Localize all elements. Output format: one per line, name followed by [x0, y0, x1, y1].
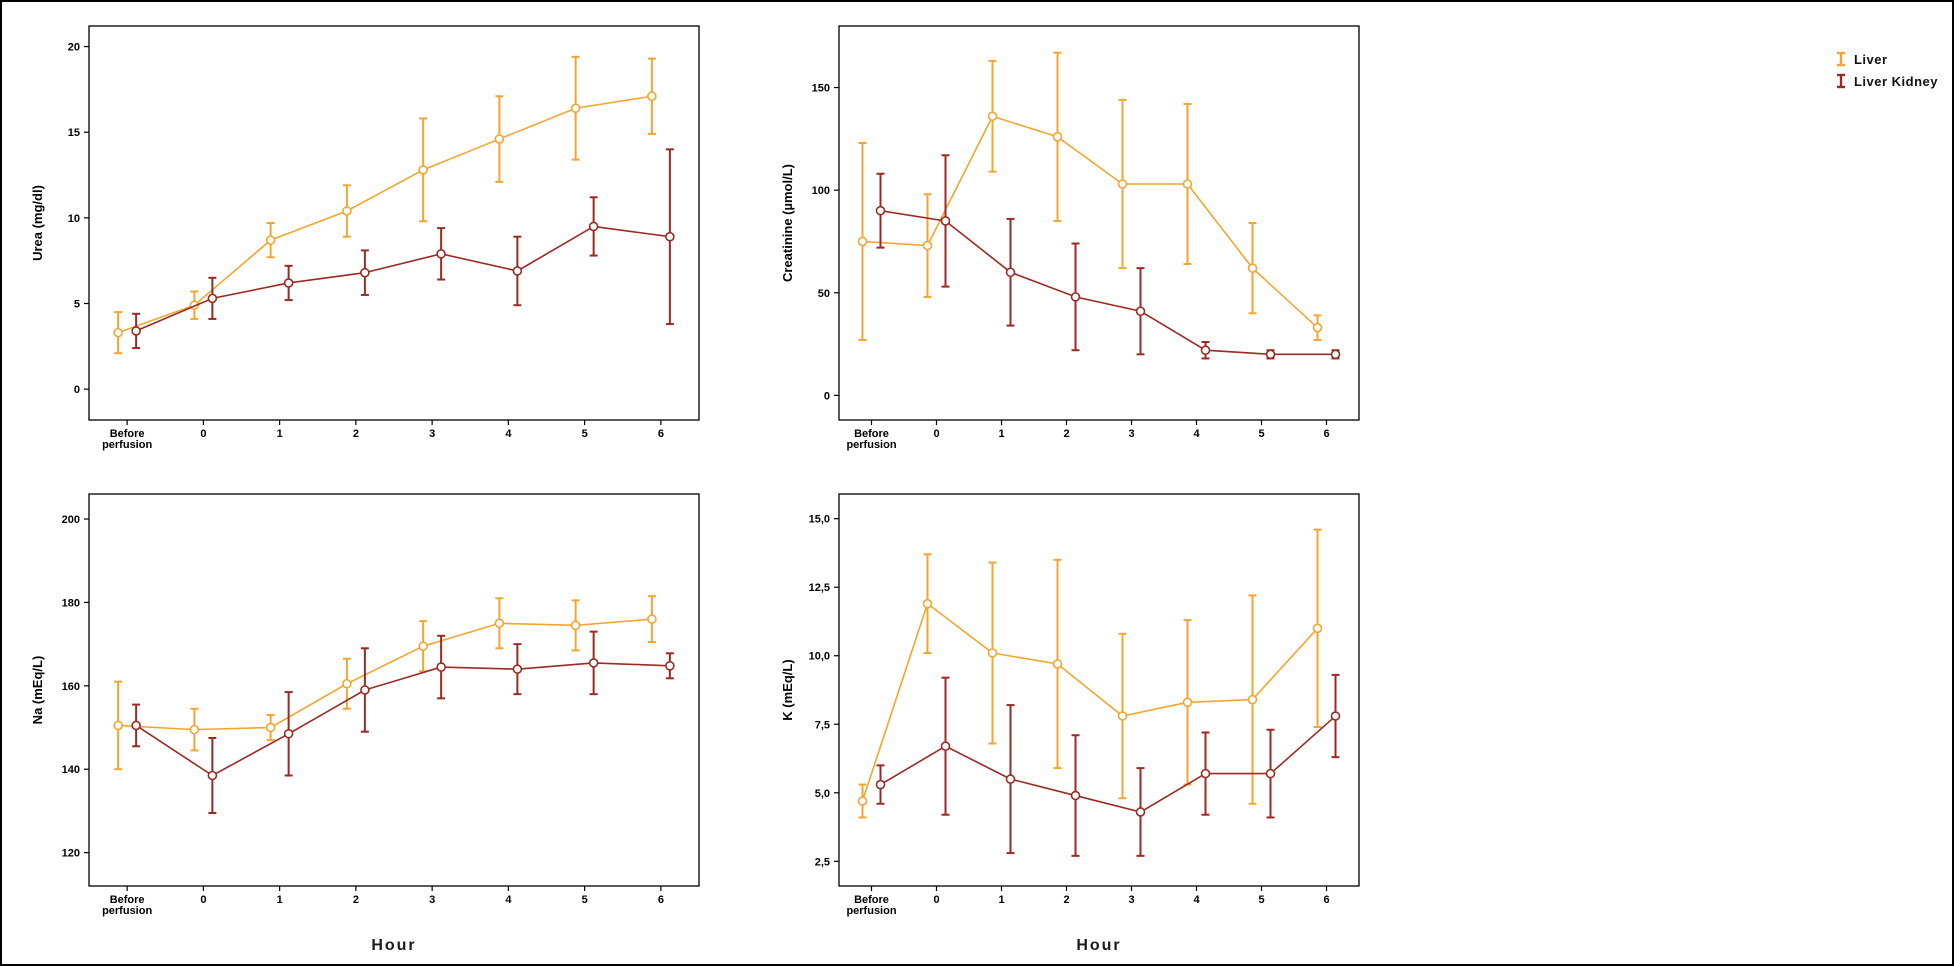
svg-text:0: 0 — [200, 894, 206, 906]
svg-text:180: 180 — [62, 597, 80, 609]
svg-text:3: 3 — [1128, 894, 1134, 906]
svg-text:10,0: 10,0 — [809, 651, 830, 663]
svg-text:2: 2 — [353, 428, 359, 440]
svg-text:0: 0 — [824, 390, 830, 402]
svg-text:K (mEq/L): K (mEq/L) — [780, 659, 795, 720]
svg-text:5,0: 5,0 — [815, 788, 830, 800]
svg-text:15,0: 15,0 — [809, 514, 830, 526]
chart-creatinine: 0 50 100 150 Before perfusion 0 1 2 3 4 5 6 Creatinin… — [777, 10, 1377, 477]
svg-text:7,5: 7,5 — [815, 719, 830, 731]
svg-text:Na (mEq/L): Na (mEq/L) — [30, 656, 45, 725]
svg-text:5: 5 — [1258, 894, 1264, 906]
svg-text:6: 6 — [658, 894, 664, 906]
svg-text:4: 4 — [1193, 894, 1200, 906]
liver-kidney-errorbar-icon — [1836, 73, 1845, 89]
svg-text:20: 20 — [68, 42, 80, 54]
svg-text:4: 4 — [1193, 428, 1200, 440]
svg-text:1: 1 — [998, 428, 1004, 440]
svg-text:0: 0 — [933, 894, 939, 906]
svg-text:100: 100 — [812, 185, 830, 197]
legend: Liver Liver Kidney — [1835, 50, 1938, 90]
svg-text:150: 150 — [812, 83, 830, 95]
svg-text:15: 15 — [68, 127, 80, 139]
svg-text:6: 6 — [1323, 428, 1329, 440]
legend-label-liver: Liver — [1853, 51, 1888, 67]
svg-text:5: 5 — [74, 299, 80, 311]
svg-text:Urea (mg/dl): Urea (mg/dl) — [30, 185, 45, 261]
svg-text:1: 1 — [277, 428, 283, 440]
svg-text:6: 6 — [658, 428, 664, 440]
svg-text:2: 2 — [1063, 428, 1069, 440]
svg-text:3: 3 — [429, 894, 435, 906]
creatinine-plot: 0 50 100 150 Before perfusion 0 1 2 3 4 5 6 Creatinin… — [780, 25, 1360, 451]
svg-text:120: 120 — [62, 848, 80, 860]
urea-plot: 0 5 10 15 20 Before perfusion 0 1 2 3 4 5 6 Urea (mg/d… — [30, 25, 700, 451]
chart-k: 2,5 5,0 7,5 10,0 12,5 15,0 Before perfusion 0 1 2 3… — [777, 478, 1377, 964]
svg-text:3: 3 — [429, 428, 435, 440]
svg-text:Hour: Hour — [1076, 937, 1121, 954]
svg-text:Creatinine (µmol/L): Creatinine (µmol/L) — [780, 164, 795, 282]
svg-text:50: 50 — [818, 288, 830, 300]
svg-text:6: 6 — [1323, 894, 1329, 906]
svg-text:5: 5 — [582, 894, 588, 906]
svg-text:5: 5 — [1258, 428, 1264, 440]
legend-item-liver: Liver — [1835, 50, 1938, 68]
k-plot: 2,5 5,0 7,5 10,0 12,5 15,0 Before perfusion 0 1 2 3… — [780, 493, 1360, 954]
liver-errorbar-icon — [1836, 51, 1845, 67]
svg-text:0: 0 — [200, 428, 206, 440]
svg-text:5: 5 — [582, 428, 588, 440]
svg-text:140: 140 — [62, 764, 80, 776]
svg-text:160: 160 — [62, 681, 80, 693]
svg-text:2: 2 — [1063, 894, 1069, 906]
chart-na: 120 140 160 180 200 Before perfusion 0 1 2 3 4 5 6 Na … — [27, 478, 717, 964]
svg-text:2,5: 2,5 — [815, 856, 830, 868]
svg-text:0: 0 — [933, 428, 939, 440]
svg-text:3: 3 — [1128, 428, 1134, 440]
svg-text:1: 1 — [277, 894, 283, 906]
svg-text:1: 1 — [998, 894, 1004, 906]
svg-text:10: 10 — [68, 213, 80, 225]
svg-text:0: 0 — [74, 384, 80, 396]
svg-text:4: 4 — [505, 894, 512, 906]
chart-urea: 0 5 10 15 20 Before perfusion 0 1 2 3 4 5 6 Urea (mg/d… — [27, 10, 717, 477]
svg-text:2: 2 — [353, 894, 359, 906]
legend-item-liver-kidney: Liver Kidney — [1835, 72, 1938, 90]
svg-text:12,5: 12,5 — [809, 582, 830, 594]
na-plot: 120 140 160 180 200 Before perfusion 0 1 2 3 4 5 6 Na … — [30, 493, 700, 954]
svg-text:4: 4 — [505, 428, 512, 440]
svg-text:200: 200 — [62, 514, 80, 526]
legend-label-liver-kidney: Liver Kidney — [1853, 73, 1938, 89]
svg-text:Hour: Hour — [371, 937, 416, 954]
